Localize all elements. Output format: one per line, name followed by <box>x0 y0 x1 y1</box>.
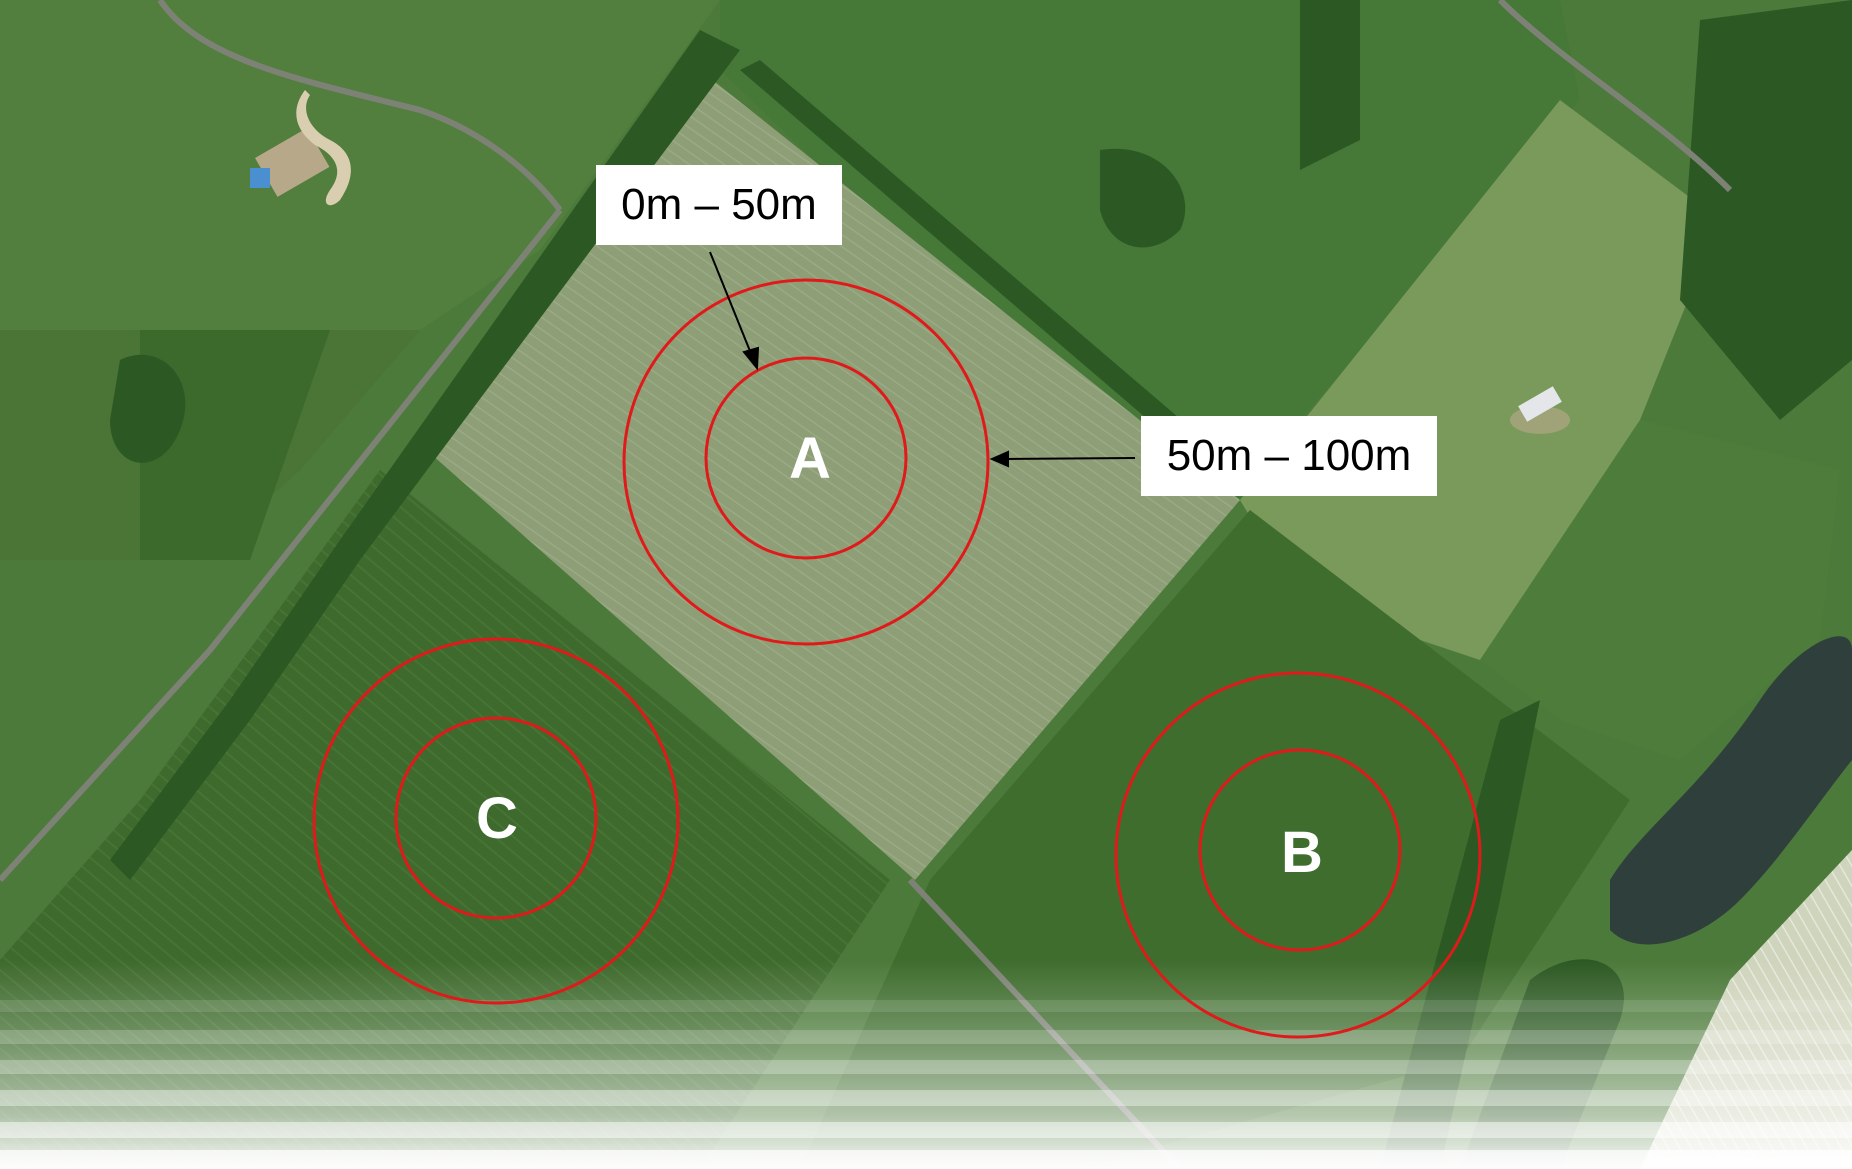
site-a-inner-ring <box>704 356 908 560</box>
callout-arrows <box>709 251 1136 468</box>
site-label-b: B <box>1281 820 1323 885</box>
arrow-outer-ring <box>1005 457 1136 460</box>
site-label-c: C <box>476 786 518 851</box>
pasture-east-dark <box>1480 420 1840 760</box>
site-label-a: A <box>789 426 831 491</box>
site-b-outer-ring <box>1114 671 1482 1039</box>
pond <box>1610 636 1852 945</box>
arrow-inner-ring <box>709 251 753 357</box>
pasture-north <box>720 0 1580 500</box>
arrow-outer-ring-head <box>989 450 1009 468</box>
house <box>250 90 351 206</box>
field-west-dark <box>140 330 330 560</box>
pasture-northwest <box>0 0 720 330</box>
site-b-inner-ring <box>1198 748 1402 952</box>
site-c-inner-ring <box>394 716 598 920</box>
buffer-rings <box>312 278 1482 1039</box>
field-a <box>415 70 1240 880</box>
site-c-outer-ring <box>312 637 680 1005</box>
site-a-outer-ring <box>622 278 990 646</box>
arrow-inner-ring-head <box>742 346 760 371</box>
pasture-east-light <box>1240 100 1720 660</box>
inner-ring-legend-label: 0m – 50m <box>596 165 842 245</box>
outer-ring-legend-label: 50m – 100m <box>1141 416 1437 496</box>
fade-bands <box>0 1000 1852 1169</box>
barn <box>1510 386 1570 434</box>
